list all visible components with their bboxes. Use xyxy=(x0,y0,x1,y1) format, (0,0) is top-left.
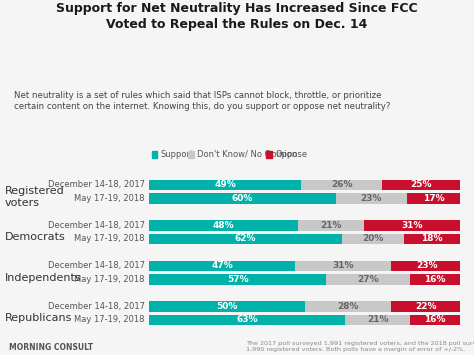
Bar xyxy=(345,315,410,325)
Text: 21%: 21% xyxy=(367,315,388,324)
Text: May 17-19, 2018: May 17-19, 2018 xyxy=(74,234,145,243)
Bar xyxy=(342,234,404,244)
Text: Support: Support xyxy=(161,150,194,159)
Text: Net neutrality is a set of rules which said that ISPs cannot block, throttle, or: Net neutrality is a set of rules which s… xyxy=(14,91,391,111)
Text: 62%: 62% xyxy=(235,234,256,243)
Bar xyxy=(149,180,301,190)
Bar xyxy=(364,220,460,231)
Text: Support for Net Neutrality Has Increased Since FCC
Voted to Repeal the Rules on : Support for Net Neutrality Has Increased… xyxy=(56,2,418,31)
Bar xyxy=(149,193,336,203)
Text: 48%: 48% xyxy=(213,221,235,230)
Text: 20%: 20% xyxy=(362,234,383,243)
Text: Republicans: Republicans xyxy=(5,313,72,323)
Text: May 17-19, 2018: May 17-19, 2018 xyxy=(74,315,145,324)
Text: 16%: 16% xyxy=(424,315,446,324)
Text: 17%: 17% xyxy=(423,194,444,203)
Text: 16%: 16% xyxy=(424,275,446,284)
Text: Independents: Independents xyxy=(5,273,82,283)
Text: 31%: 31% xyxy=(401,221,422,230)
Bar xyxy=(392,261,463,271)
Bar xyxy=(410,274,460,285)
Text: December 14-18, 2017: December 14-18, 2017 xyxy=(48,302,145,311)
Text: 60%: 60% xyxy=(232,194,253,203)
Text: December 14-18, 2017: December 14-18, 2017 xyxy=(48,221,145,230)
Bar xyxy=(301,180,382,190)
Text: 57%: 57% xyxy=(227,275,248,284)
Text: 22%: 22% xyxy=(415,302,437,311)
Bar xyxy=(149,261,295,271)
Text: 25%: 25% xyxy=(410,180,432,189)
Text: 50%: 50% xyxy=(216,302,237,311)
Text: The 2017 poll surveyed 1,991 registered voters, and the 2018 poll surveyed
1,990: The 2017 poll surveyed 1,991 registered … xyxy=(246,342,474,352)
Text: Democrats: Democrats xyxy=(5,232,65,242)
Text: 23%: 23% xyxy=(361,194,382,203)
Bar xyxy=(382,180,460,190)
Text: December 14-18, 2017: December 14-18, 2017 xyxy=(48,261,145,270)
Text: Oppose: Oppose xyxy=(275,150,308,159)
Text: 47%: 47% xyxy=(211,261,233,270)
Bar xyxy=(149,315,345,325)
Text: MORNING CONSULT: MORNING CONSULT xyxy=(9,343,93,352)
Text: 49%: 49% xyxy=(215,180,236,189)
Text: 23%: 23% xyxy=(417,261,438,270)
Bar xyxy=(410,315,460,325)
Bar xyxy=(304,301,392,312)
Text: Registered
voters: Registered voters xyxy=(5,186,64,208)
Bar xyxy=(336,193,407,203)
Text: Don't Know/ No Opinion: Don't Know/ No Opinion xyxy=(198,150,298,159)
Text: 28%: 28% xyxy=(337,302,359,311)
Bar xyxy=(149,301,304,312)
Text: 31%: 31% xyxy=(333,261,354,270)
Bar xyxy=(407,193,460,203)
Bar xyxy=(392,301,460,312)
Text: 21%: 21% xyxy=(320,221,342,230)
Bar xyxy=(298,220,364,231)
Text: December 14-18, 2017: December 14-18, 2017 xyxy=(48,180,145,189)
Text: May 17-19, 2018: May 17-19, 2018 xyxy=(74,275,145,284)
Bar xyxy=(295,261,392,271)
Text: 27%: 27% xyxy=(357,275,379,284)
Bar xyxy=(404,234,460,244)
Bar xyxy=(326,274,410,285)
Text: 18%: 18% xyxy=(421,234,443,243)
Text: 63%: 63% xyxy=(237,315,258,324)
Bar xyxy=(149,220,298,231)
Text: 26%: 26% xyxy=(331,180,353,189)
Bar xyxy=(149,234,342,244)
Text: May 17-19, 2018: May 17-19, 2018 xyxy=(74,194,145,203)
Bar xyxy=(149,274,326,285)
